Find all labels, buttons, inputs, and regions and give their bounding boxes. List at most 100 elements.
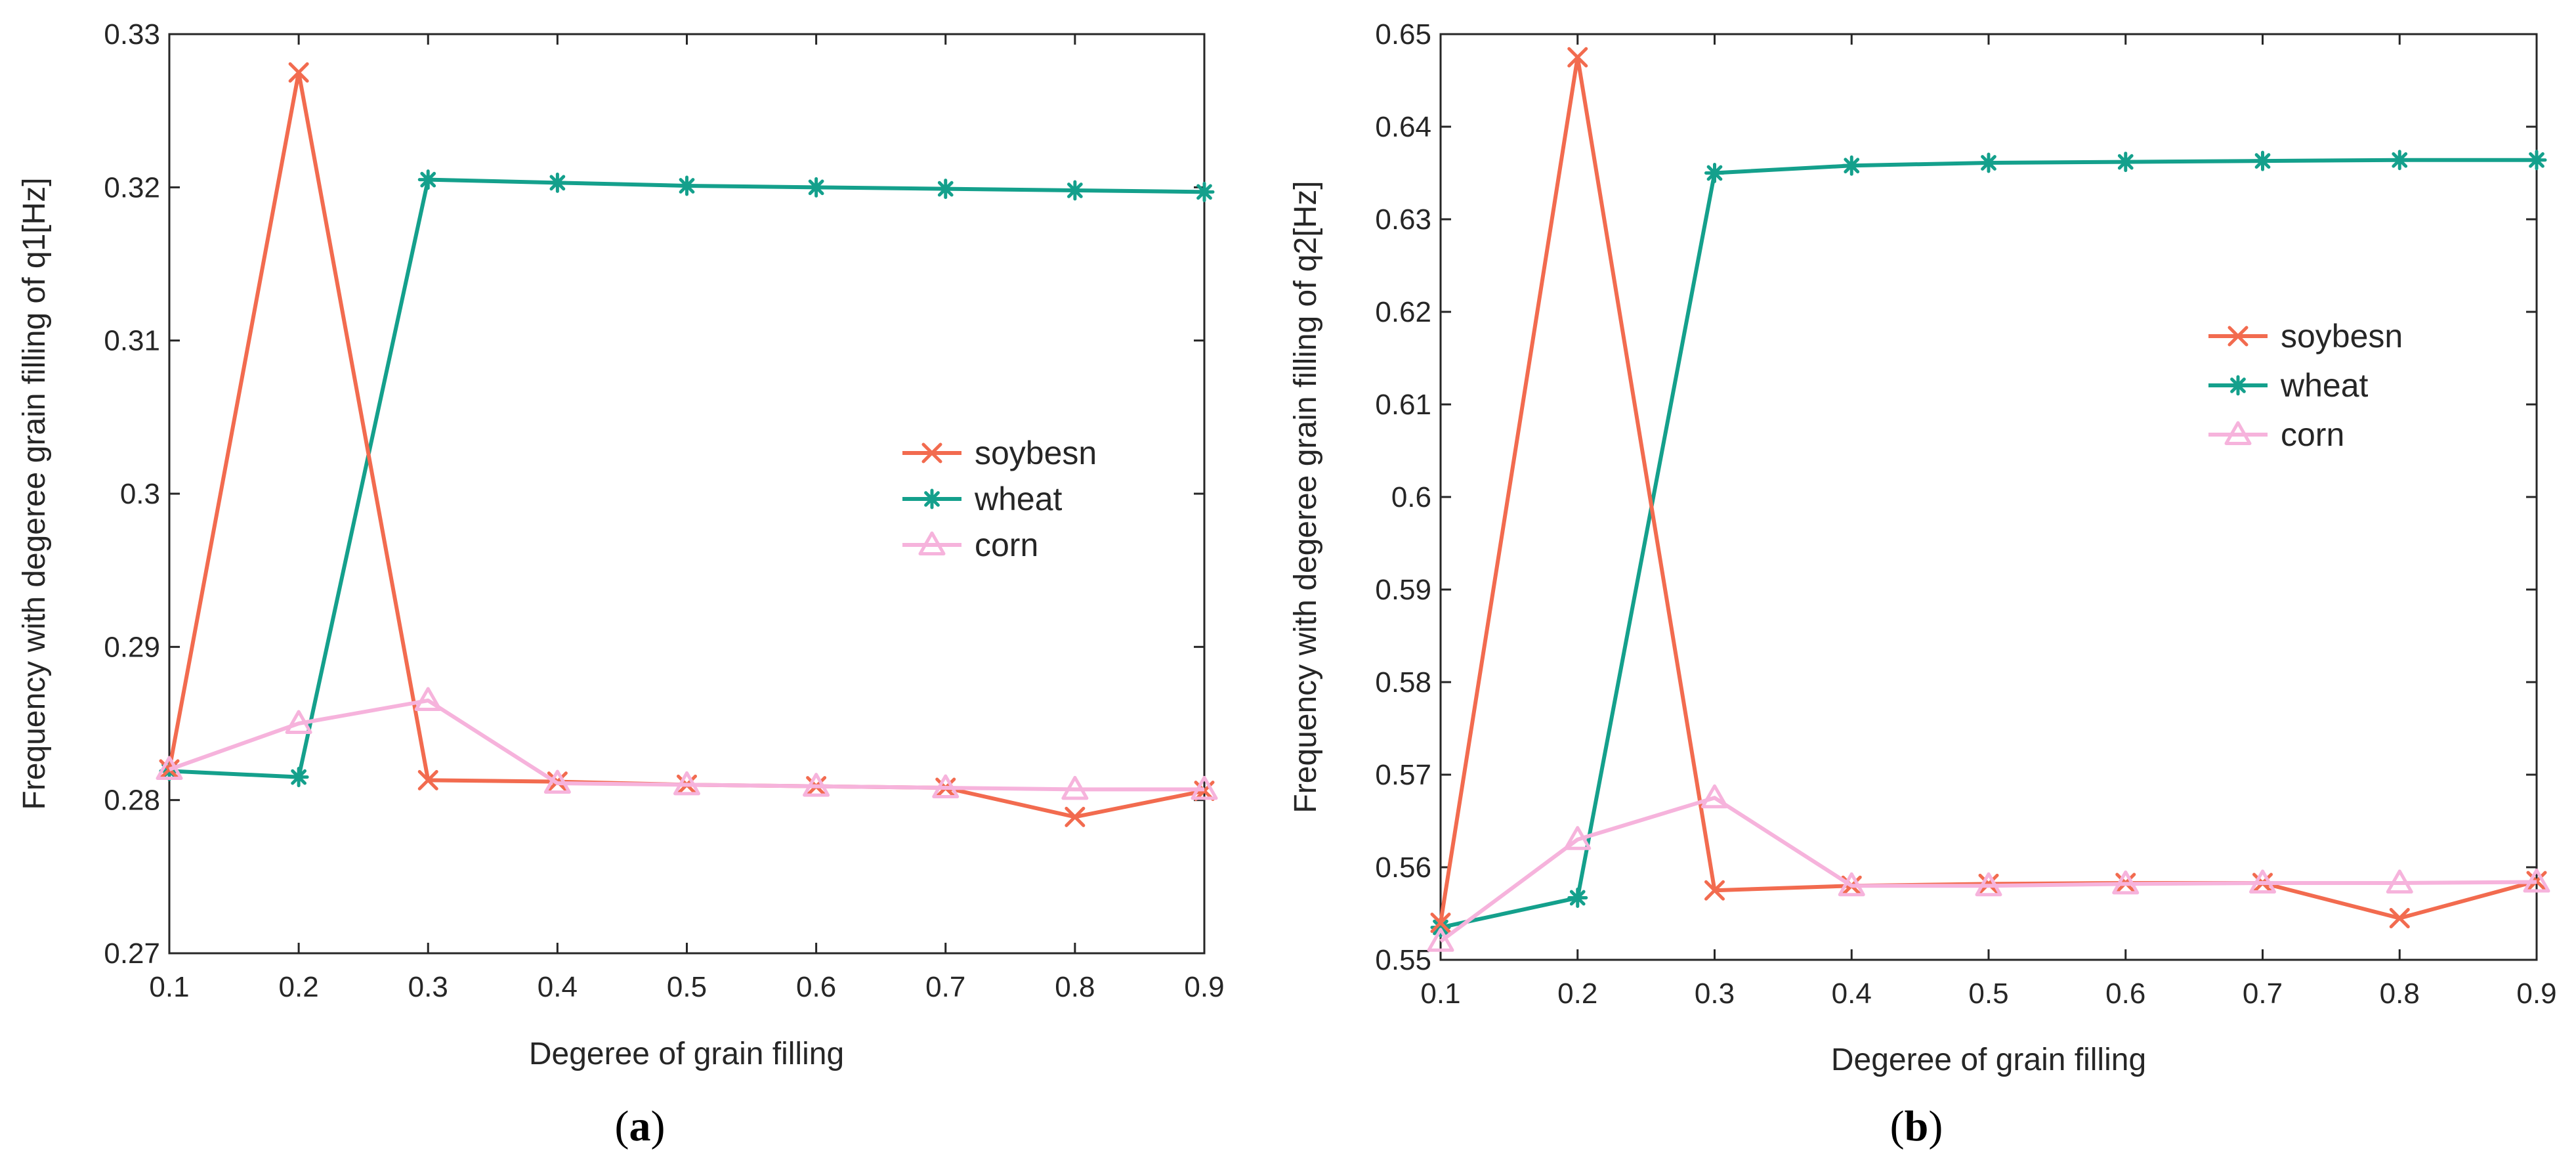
point-soybesn-2 — [1704, 880, 1725, 901]
y-tick-label-10: 0.65 — [1375, 18, 1431, 51]
y-tick-label-3: 0.3 — [120, 478, 160, 510]
point-corn-5 — [803, 773, 830, 797]
point-wheat-2 — [1704, 163, 1725, 183]
x-tick-label-5: 0.6 — [796, 971, 836, 1003]
y-tick-label-5: 0.32 — [104, 171, 160, 204]
panel-b-caption-close: ) — [1928, 1102, 1943, 1150]
point-corn-4 — [1975, 872, 2002, 897]
y-tick-label-4: 0.31 — [104, 325, 160, 357]
y-tick-label-6: 0.61 — [1375, 389, 1431, 421]
x-tick-label-2: 0.3 — [408, 971, 448, 1003]
point-wheat-0 — [1430, 917, 1451, 938]
point-corn-0 — [156, 756, 183, 780]
point-corn-3 — [1838, 872, 1865, 897]
point-corn-4 — [673, 771, 700, 796]
panel-a-caption-close: ) — [651, 1102, 665, 1150]
panel-b-legend-item-soybesn: soybesn — [2208, 318, 2403, 355]
series-line-corn — [1439, 796, 2537, 943]
panel-a-axes-ticks: 0.1 0.2 0.3 0.4 0.5 0.6 0.7 0.8 0.9 0.27 0.28 0.29 0… — [104, 18, 1224, 1003]
panel-a-y-axis-label: Frequency with degeree grain filling of … — [17, 177, 52, 809]
point-wheat-1 — [1567, 888, 1588, 909]
legend-label-corn: corn — [2281, 416, 2344, 453]
panel-a-legend: soybesn wheat corn — [902, 435, 1097, 563]
x-tick-label-3: 0.4 — [1832, 978, 1872, 1010]
panel-b-y-axis-label: Frequency with degeree grain filling of … — [1288, 181, 1323, 813]
series-line-corn — [168, 699, 1204, 792]
point-corn-7 — [1061, 775, 1089, 800]
y-tick-label-7: 0.62 — [1375, 296, 1431, 328]
x-tick-label-6: 0.7 — [925, 971, 965, 1003]
panel-a-caption: (a) — [615, 1102, 665, 1150]
point-wheat-3 — [547, 172, 568, 193]
x-tick-label-8: 0.9 — [1184, 971, 1224, 1003]
panel-a-x-axis-label: Degeree of grain filling — [529, 1037, 844, 1071]
legend-label-soybesn: soybesn — [975, 435, 1097, 471]
y-tick-label-6: 0.33 — [104, 18, 160, 51]
x-tick-label-4: 0.5 — [667, 971, 707, 1003]
point-soybesn-7 — [2389, 908, 2410, 929]
point-corn-3 — [543, 769, 571, 794]
x-tick-label-0: 0.1 — [1420, 978, 1460, 1010]
legend-marker-wheat — [2228, 375, 2249, 396]
point-wheat-2 — [417, 169, 438, 190]
point-wheat-6 — [2252, 150, 2273, 171]
x-tick-label-1: 0.2 — [279, 971, 319, 1003]
point-wheat-5 — [806, 177, 827, 198]
panel-b-caption: (b) — [1890, 1102, 1943, 1150]
point-corn-7 — [2386, 869, 2413, 894]
x-tick-label-8: 0.9 — [2516, 978, 2556, 1010]
legend-marker-corn — [918, 531, 946, 555]
point-corn-2 — [414, 687, 442, 711]
panel-b-legend: soybesn wheat corn — [2208, 318, 2403, 453]
point-corn-6 — [932, 774, 960, 798]
panel-b-series — [1427, 47, 2550, 952]
point-corn-0 — [1427, 928, 1454, 952]
panel-a-legend-item-soybesn: soybesn — [902, 435, 1097, 471]
y-tick-label-9: 0.64 — [1375, 111, 1431, 143]
point-wheat-8 — [2526, 150, 2547, 171]
y-tick-label-2: 0.29 — [104, 631, 160, 663]
y-tick-label-1: 0.56 — [1375, 851, 1431, 884]
y-tick-label-4: 0.59 — [1375, 574, 1431, 606]
series-line-wheat — [169, 177, 1205, 779]
point-wheat-6 — [935, 179, 956, 200]
point-wheat-8 — [1194, 181, 1215, 202]
point-wheat-4 — [677, 175, 697, 196]
point-corn-1 — [285, 710, 312, 734]
panel-b-legend-item-wheat: wheat — [2208, 367, 2369, 404]
point-wheat-3 — [1841, 155, 1862, 176]
panel-b-plot-area — [1439, 33, 2538, 961]
x-tick-label-4: 0.5 — [1968, 978, 2008, 1010]
x-tick-label-3: 0.4 — [538, 971, 578, 1003]
panel-a: 0.1 0.2 0.3 0.4 0.5 0.6 0.7 0.8 0.9 0.27 0.28 0.29 0… — [17, 18, 1225, 1150]
y-tick-label-1: 0.28 — [104, 785, 160, 817]
point-corn-8 — [1191, 775, 1218, 800]
point-wheat-4 — [1978, 152, 1999, 173]
y-tick-label-2: 0.57 — [1375, 759, 1431, 791]
panel-a-legend-item-corn: corn — [902, 527, 1038, 563]
panel-a-caption-open: ( — [615, 1102, 629, 1150]
legend-label-soybesn: soybesn — [2281, 318, 2403, 355]
legend-marker-wheat — [921, 488, 942, 509]
legend-label-wheat: wheat — [2280, 367, 2369, 404]
panel-a-series — [156, 62, 1218, 827]
panel-b-axes-ticks: 0.1 0.2 0.3 0.4 0.5 0.6 0.7 0.8 0.9 0.55 0.56 0.57 0… — [1375, 18, 2556, 1010]
legend-marker-soybesn — [2228, 326, 2249, 347]
x-tick-label-2: 0.3 — [1695, 978, 1735, 1010]
point-wheat-5 — [2115, 152, 2136, 173]
legend-marker-corn — [2224, 421, 2252, 445]
x-tick-label-6: 0.7 — [2243, 978, 2283, 1010]
panel-b: 0.1 0.2 0.3 0.4 0.5 0.6 0.7 0.8 0.9 0.55 0.56 0.57 0… — [1288, 18, 2557, 1150]
y-tick-label-0: 0.55 — [1375, 944, 1431, 976]
legend-label-corn: corn — [975, 527, 1038, 563]
x-tick-label-1: 0.2 — [1557, 978, 1597, 1010]
point-wheat-7 — [2389, 150, 2410, 171]
x-tick-label-7: 0.8 — [2380, 978, 2420, 1010]
y-tick-label-3: 0.58 — [1375, 666, 1431, 699]
point-corn-8 — [2523, 869, 2550, 893]
y-tick-label-0: 0.27 — [104, 938, 160, 970]
point-corn-2 — [1701, 784, 1728, 809]
x-tick-label-7: 0.8 — [1055, 971, 1095, 1003]
panel-b-caption-letter: b — [1905, 1102, 1929, 1150]
